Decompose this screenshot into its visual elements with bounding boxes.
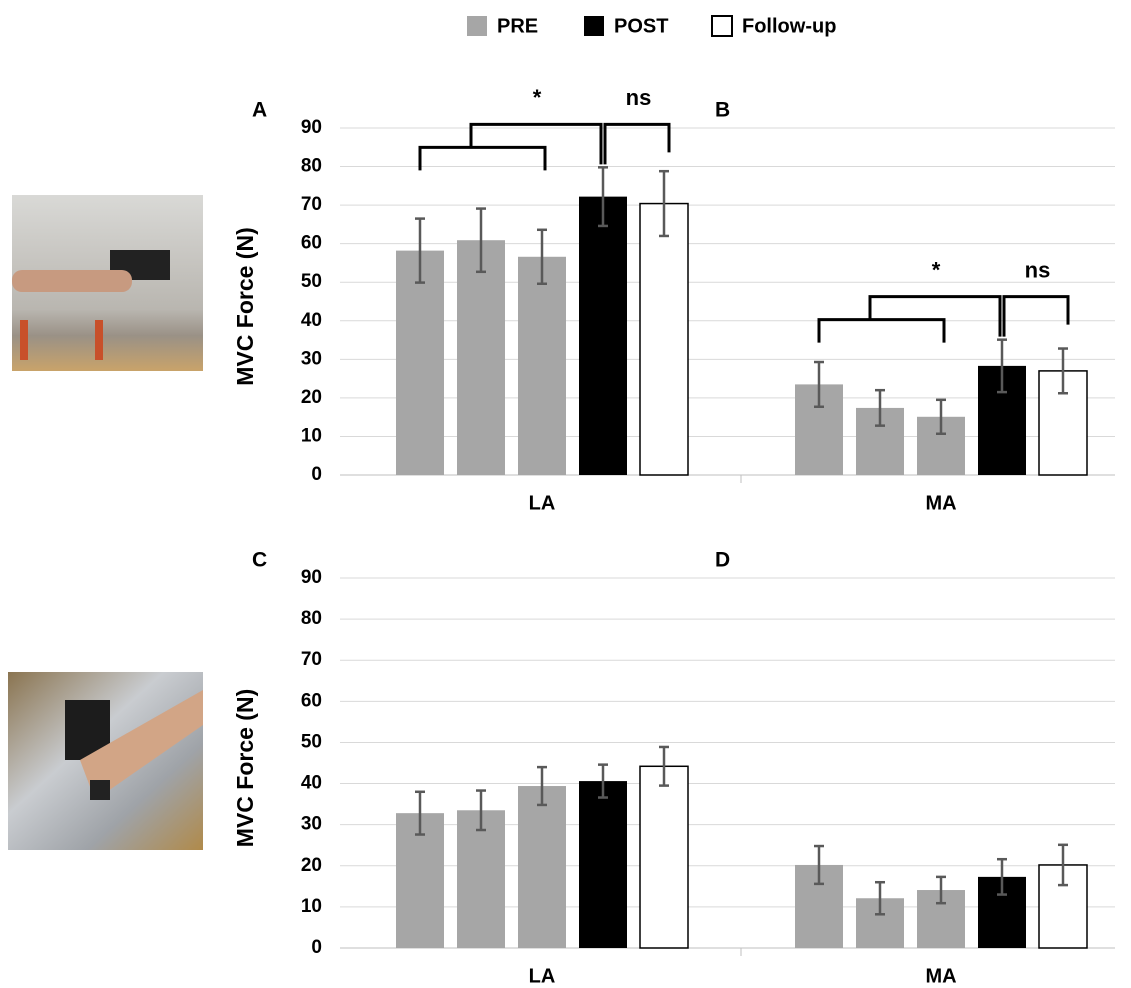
significance-label: * <box>533 85 542 110</box>
y-tick-label: 60 <box>301 690 322 711</box>
y-tick-label: 40 <box>301 310 322 331</box>
legend-swatch <box>584 16 604 36</box>
bar <box>457 240 505 475</box>
significance-bracket <box>870 297 1000 337</box>
y-tick-label: 40 <box>301 773 322 794</box>
legend-label: Follow-up <box>742 15 836 37</box>
y-tick-label: 60 <box>301 233 322 254</box>
bar <box>579 197 627 475</box>
legend-swatch <box>712 16 732 36</box>
significance-label: ns <box>1025 257 1051 282</box>
panel-label: D <box>715 549 730 572</box>
legend-swatch <box>467 16 487 36</box>
y-tick-label: 0 <box>311 464 322 485</box>
y-axis-label: MVC Force (N) <box>232 227 258 385</box>
y-axis-label: MVC Force (N) <box>232 689 258 847</box>
y-tick-label: 30 <box>301 814 322 835</box>
x-tick-label: MA <box>925 492 956 514</box>
y-tick-label: 50 <box>301 731 322 752</box>
figure: PRE POST Follow-up 0 10 20 30 40 50 60 70 80 90 MVC F… <box>0 0 1131 988</box>
photo <box>8 672 203 850</box>
significance-bracket <box>471 124 601 164</box>
y-tick-label: 80 <box>301 608 322 629</box>
y-tick-label: 0 <box>311 937 322 958</box>
y-tick-label: 20 <box>301 387 322 408</box>
significance-label: ns <box>626 85 652 110</box>
x-tick-label: MA <box>925 965 956 987</box>
y-tick-label: 70 <box>301 649 322 670</box>
y-tick-label: 50 <box>301 271 322 292</box>
y-tick-label: 20 <box>301 855 322 876</box>
y-tick-label: 10 <box>301 896 322 917</box>
x-tick-label: LA <box>529 492 556 514</box>
y-tick-label: 30 <box>301 348 322 369</box>
panel-label: B <box>715 99 730 122</box>
significance-bracket <box>605 124 669 164</box>
photo <box>12 195 203 371</box>
y-tick-label: 10 <box>301 425 322 446</box>
legend-label: PRE <box>497 15 538 37</box>
bar <box>640 766 688 948</box>
bar <box>579 781 627 948</box>
y-tick-label: 80 <box>301 156 322 177</box>
x-tick-label: LA <box>529 965 556 987</box>
bar <box>396 251 444 475</box>
bar <box>518 257 566 475</box>
significance-label: * <box>932 257 941 282</box>
bar <box>640 204 688 475</box>
panel-label: C <box>252 549 267 572</box>
significance-bracket <box>819 320 944 343</box>
y-tick-label: 90 <box>301 117 322 138</box>
legend-label: POST <box>614 15 668 37</box>
bar <box>518 786 566 948</box>
y-tick-label: 90 <box>301 567 322 588</box>
y-tick-label: 70 <box>301 194 322 215</box>
significance-bracket <box>1004 297 1068 337</box>
panel-label: A <box>252 99 267 122</box>
